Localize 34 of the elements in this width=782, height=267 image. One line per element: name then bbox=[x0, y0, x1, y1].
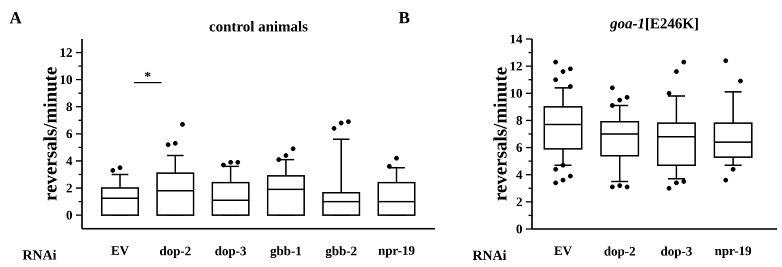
y-tick-label: 4 bbox=[66, 156, 72, 166]
y-tick-label: 10 bbox=[60, 75, 72, 84]
text: B bbox=[398, 12, 410, 24]
y-tick-label: 14 bbox=[510, 34, 522, 44]
x-tick-label: dop-2 bbox=[160, 246, 191, 258]
x-axis-title: RNAi bbox=[472, 250, 506, 260]
y-tick-label: 4 bbox=[516, 170, 522, 179]
y-tick-label: 6 bbox=[66, 129, 72, 138]
x-tick-label: EV bbox=[111, 246, 129, 255]
y-tick-label: 0 bbox=[516, 224, 522, 234]
y-tick-label: 0 bbox=[66, 210, 72, 220]
y-tick-label: 12 bbox=[60, 48, 72, 57]
x-tick-label: npr-19 bbox=[714, 246, 752, 258]
annotation: * bbox=[144, 72, 151, 78]
y-axis-title: reversals/minute bbox=[43, 67, 57, 200]
text: A bbox=[10, 12, 22, 24]
chart-title: control animals bbox=[210, 20, 308, 32]
y-axis-title: reversals/minute bbox=[493, 67, 507, 201]
x-tick-label: dop-3 bbox=[215, 246, 246, 258]
y-tick-label: 12 bbox=[510, 62, 522, 70]
x-tick-label: dop-3 bbox=[661, 246, 692, 258]
chart-title: goa-1[E246K] bbox=[610, 18, 698, 32]
x-tick-label: EV bbox=[554, 246, 572, 256]
y-tick-label: 2 bbox=[516, 198, 522, 206]
y-tick-label: 10 bbox=[510, 88, 522, 98]
x-tick-label: gbb-2 bbox=[326, 246, 356, 258]
x-axis-title: RNAi bbox=[22, 250, 56, 260]
x-tick-label: npr-19 bbox=[378, 246, 415, 258]
x-tick-label: dop-2 bbox=[604, 246, 635, 258]
y-tick-label: 8 bbox=[516, 116, 522, 125]
y-tick-label: 8 bbox=[66, 102, 72, 112]
y-tick-label: 2 bbox=[66, 184, 72, 192]
y-tick-label: 6 bbox=[516, 143, 522, 152]
x-tick-label: gbb-1 bbox=[270, 246, 302, 258]
